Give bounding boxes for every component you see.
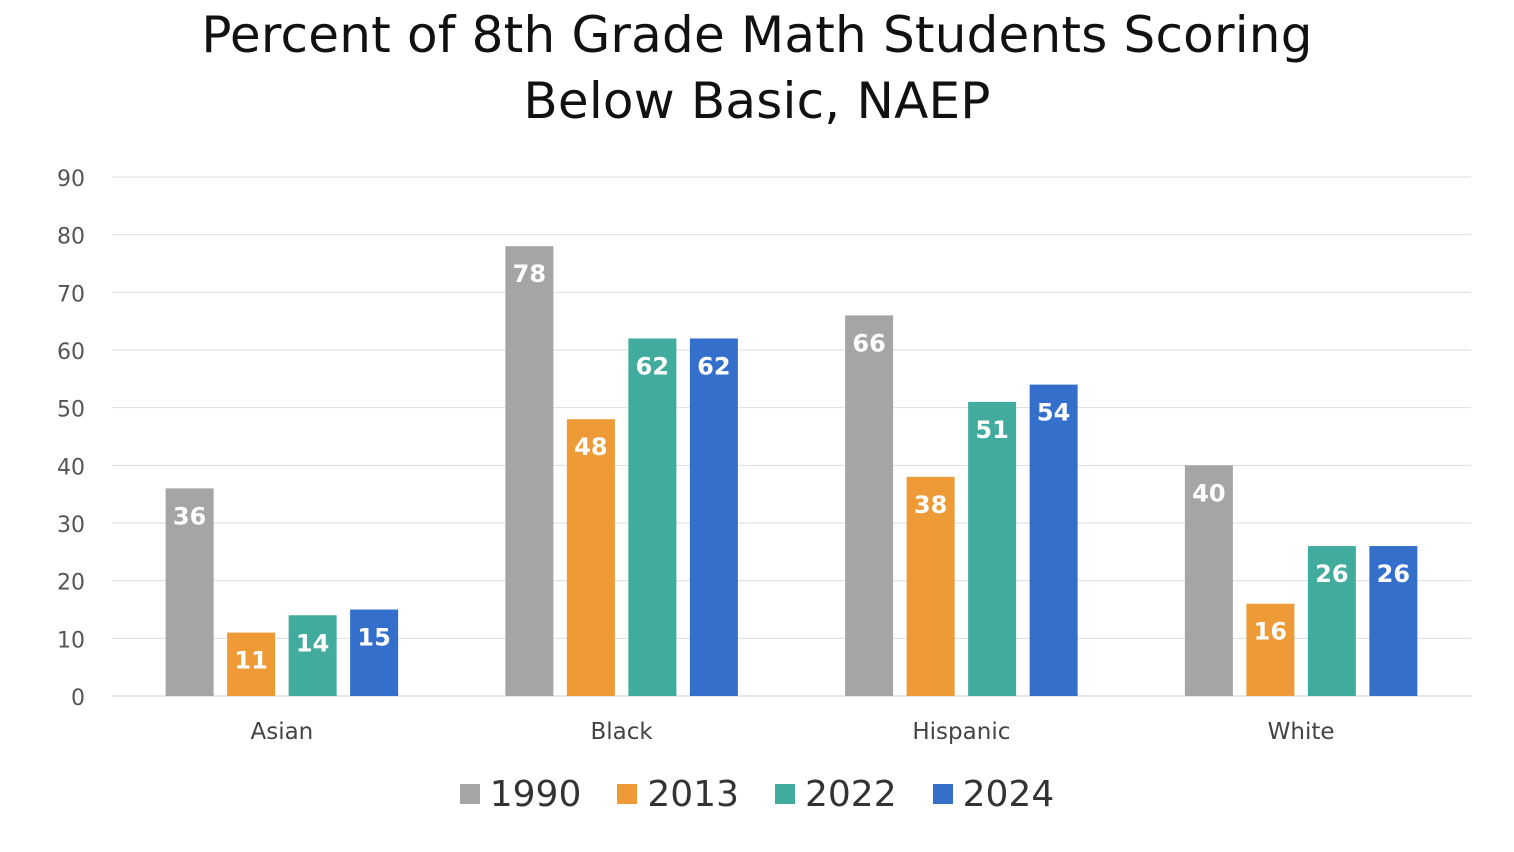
y-tick-label: 20	[57, 571, 85, 596]
chart-title: Percent of 8th Grade Math Students Scori…	[0, 2, 1514, 134]
bar-data-label: 14	[296, 629, 329, 657]
chart-title-line-2: Below Basic, NAEP	[523, 72, 991, 130]
bar-data-label: 16	[1254, 618, 1287, 646]
bar-data-label: 78	[513, 260, 546, 288]
legend-item: 1990	[459, 773, 582, 815]
bar	[566, 419, 615, 696]
legend-label: 2022	[805, 773, 897, 815]
bar-data-label: 15	[357, 624, 390, 652]
y-tick-label: 40	[57, 455, 85, 480]
y-tick-label: 0	[71, 686, 85, 711]
legend-label: 2013	[647, 773, 739, 815]
bar-data-label: 62	[636, 352, 669, 380]
legend-label: 2024	[962, 773, 1055, 815]
bar	[165, 488, 214, 696]
x-category-label: White	[1268, 719, 1335, 745]
legend-item: 2024	[932, 773, 1055, 815]
bar-data-label: 48	[574, 433, 607, 461]
bar	[288, 615, 337, 696]
bar	[628, 338, 677, 696]
bar	[906, 476, 955, 696]
legend-swatch	[775, 784, 795, 804]
bar-data-label: 26	[1377, 560, 1410, 588]
legend-swatch	[459, 784, 480, 804]
bar	[845, 315, 894, 696]
bar	[1029, 384, 1078, 696]
y-tick-label: 50	[57, 398, 85, 423]
y-tick-label: 80	[57, 225, 85, 250]
x-category-label: Asian	[250, 719, 313, 745]
x-category-label: Hispanic	[912, 719, 1010, 745]
legend-swatch	[617, 784, 638, 804]
bar	[1369, 546, 1418, 696]
y-tick-label: 70	[57, 282, 85, 307]
bar-data-label: 66	[852, 329, 885, 357]
bar-data-label: 11	[234, 647, 267, 675]
bar-data-label: 38	[914, 491, 947, 519]
bar	[689, 338, 738, 696]
legend-swatch	[932, 784, 953, 804]
bar	[1307, 546, 1356, 696]
bar	[968, 401, 1017, 696]
bar	[1184, 465, 1233, 696]
legend-label: 1990	[489, 773, 582, 815]
bar-data-label: 54	[1037, 399, 1070, 427]
legend-item: 2022	[775, 774, 897, 815]
legend-item: 2013	[617, 774, 739, 815]
bar-data-label: 40	[1192, 479, 1225, 507]
bar-data-label: 51	[975, 416, 1008, 444]
chart-legend: 1990 2013 2022 2024	[0, 770, 1514, 818]
bar-data-label: 62	[697, 352, 730, 380]
y-tick-label: 90	[57, 167, 85, 192]
bar	[350, 609, 399, 696]
bar	[505, 246, 554, 696]
y-tick-label: 30	[57, 513, 85, 538]
y-tick-label: 60	[57, 340, 85, 365]
bar	[227, 632, 276, 696]
bar	[1246, 603, 1295, 696]
x-category-label: Black	[591, 719, 654, 745]
chart-title-line-1: Percent of 8th Grade Math Students Scori…	[201, 6, 1313, 64]
bar-data-label: 36	[173, 502, 206, 530]
bar-data-label: 26	[1315, 560, 1348, 588]
y-tick-label: 10	[57, 628, 85, 653]
